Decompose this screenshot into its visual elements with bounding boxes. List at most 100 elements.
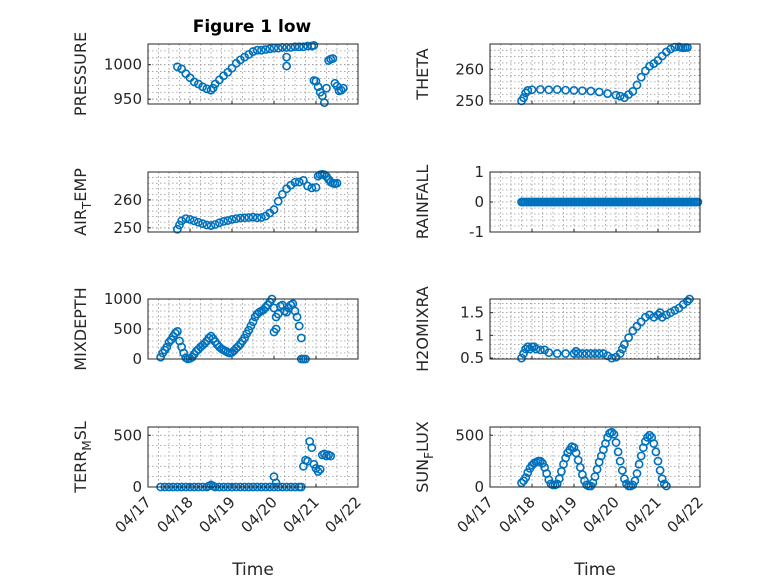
data-point: [615, 349, 625, 358]
data-point: [645, 430, 654, 440]
x-tick-label: 04/21: [280, 493, 323, 536]
data-point: [544, 475, 554, 485]
data-point: [185, 215, 195, 224]
data-point: [523, 468, 533, 477]
data-point: [653, 310, 663, 320]
data-point: [607, 353, 617, 363]
data-point: [292, 312, 302, 322]
subplot-theta: 250 260 THETA: [413, 42, 701, 110]
data-point: [172, 62, 182, 72]
data-point: [256, 45, 266, 55]
y-axis-label: H2OMIXRA: [413, 286, 432, 372]
subplot-mixdepth: 0 500 1000 MIXDEPTH: [71, 287, 359, 371]
axes-border: [147, 43, 359, 105]
subplot-rainfall: -1 0 1 RAINFALL: [413, 163, 703, 241]
data-point: [544, 85, 554, 95]
data-point: [248, 212, 258, 222]
data-point: [336, 85, 346, 95]
data-point: [298, 42, 308, 52]
data-point: [527, 85, 537, 95]
data-point: [223, 216, 233, 225]
data-point: [666, 44, 675, 54]
data-point: [175, 220, 184, 230]
data-point: [586, 349, 596, 358]
data-point: [632, 80, 642, 90]
data-point: [177, 216, 186, 226]
data-point: [586, 86, 596, 96]
data-point: [611, 90, 621, 100]
data-point: [517, 353, 526, 363]
data-point: [200, 338, 210, 348]
data-point: [294, 177, 304, 187]
data-point: [653, 456, 663, 466]
x-tick-label: 04/18: [496, 493, 539, 536]
data-point: [617, 466, 627, 475]
y-tick-label: -1: [469, 223, 484, 241]
data-point: [620, 340, 629, 349]
data-point: [233, 341, 243, 351]
data-points: [517, 197, 703, 207]
data-points: [172, 40, 348, 108]
data-point: [603, 89, 612, 98]
data-point: [252, 45, 262, 55]
y-tick-label: 950: [113, 90, 142, 108]
data-point: [662, 481, 671, 491]
x-tick-label: 04/20: [238, 493, 281, 536]
data-point: [290, 42, 300, 52]
data-point: [634, 459, 644, 469]
data-point: [569, 86, 579, 95]
data-point: [645, 310, 654, 320]
x-axis-label: Time: [231, 560, 274, 580]
data-point: [628, 480, 638, 490]
y-tick-label: 260: [113, 191, 142, 209]
axes-border: [489, 426, 701, 488]
data-point: [273, 43, 283, 53]
data-point: [651, 447, 661, 457]
data-point: [273, 196, 283, 206]
data-point: [198, 219, 207, 229]
data-point: [193, 217, 203, 227]
data-point: [578, 86, 587, 96]
data-point: [307, 183, 317, 193]
y-tick-label: 1000: [104, 290, 142, 308]
axes-border: [147, 171, 359, 233]
y-label-subscript: T: [80, 201, 94, 210]
data-point: [561, 349, 570, 358]
y-label-part: EMP: [71, 168, 90, 202]
data-point: [181, 214, 191, 224]
data-point: [248, 317, 258, 327]
data-point: [204, 333, 214, 343]
data-point: [240, 333, 249, 343]
data-point: [594, 349, 604, 358]
data-point: [202, 220, 212, 230]
data-point: [552, 85, 562, 94]
data-point: [580, 476, 589, 486]
data-point: [609, 429, 619, 439]
subplot-air_temp: 250 260 AIRTEMP: [71, 168, 359, 237]
data-point: [265, 44, 275, 54]
data-point: [298, 175, 308, 185]
x-tick-label: 04/22: [664, 493, 707, 536]
y-axis-label: TERRMSL: [71, 421, 94, 494]
data-point: [162, 342, 172, 352]
y-axis-label: THETA: [413, 48, 432, 100]
data-point: [296, 333, 306, 343]
data-point: [206, 221, 216, 230]
data-point: [227, 215, 237, 224]
y-tick-label: 500: [113, 426, 142, 444]
data-point: [536, 456, 545, 466]
data-point: [636, 72, 646, 82]
data-point: [309, 40, 319, 50]
data-point: [519, 93, 528, 103]
y-label-part: AIR: [71, 209, 90, 236]
data-point: [202, 84, 212, 94]
data-point: [240, 213, 249, 223]
data-point: [328, 54, 338, 63]
data-point: [271, 478, 281, 488]
subplot-h2omixra: 0.5 1 1.5 H2OMIXRA: [413, 286, 701, 372]
data-point: [657, 312, 667, 322]
data-point: [519, 349, 528, 358]
data-point: [282, 52, 291, 62]
data-point: [611, 438, 621, 447]
